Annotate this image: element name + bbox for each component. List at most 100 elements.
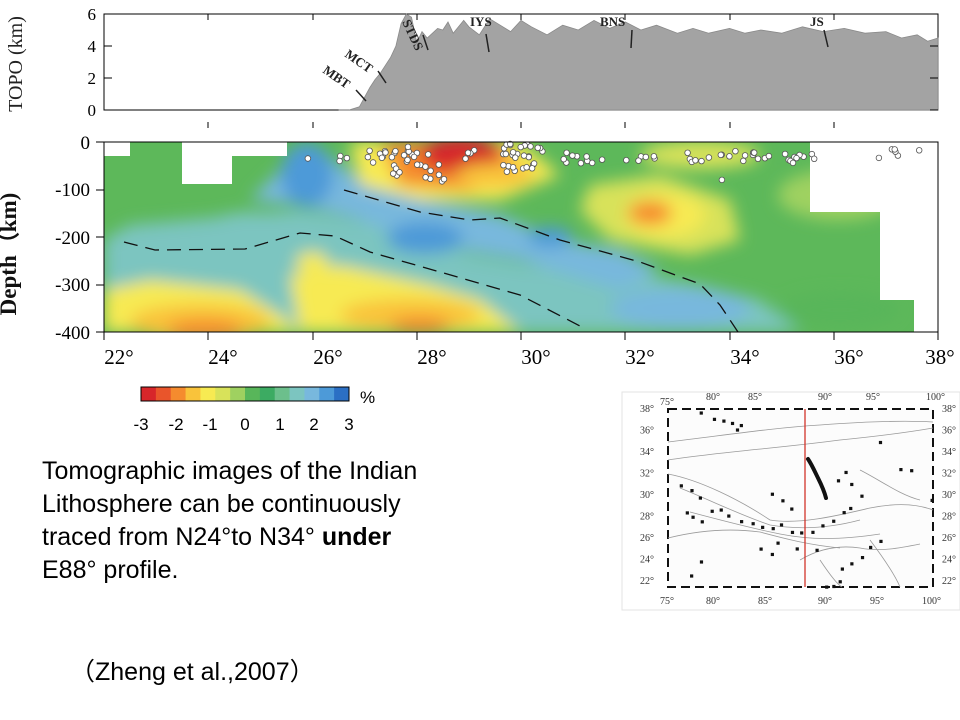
inset-lat-right: 22° xyxy=(942,576,956,587)
earthquake-dot xyxy=(517,143,524,151)
colorbar-cell xyxy=(334,387,350,401)
earthquake-dot xyxy=(732,147,739,155)
inset-lat-left: 34° xyxy=(640,447,654,458)
inset-lon-bottom: 80° xyxy=(706,596,720,607)
inset-lat-labels: 38° 38° 36° 36° 34° 34° 32° 32° 30° 30° 28° 28° 26° 2… xyxy=(640,404,956,587)
station-marker xyxy=(869,545,873,550)
earthquake-dot xyxy=(509,164,517,171)
inset-lon-top: 85° xyxy=(748,392,762,403)
station-marker xyxy=(930,498,934,503)
station-marker xyxy=(679,484,683,488)
lat-tick: 28° xyxy=(417,345,446,369)
colorbar-ticks: -3 -2 -1 0 1 2 3 xyxy=(133,415,353,434)
lat-tick: 22° xyxy=(104,345,133,369)
colorbar-tick: -1 xyxy=(202,415,217,434)
station-marker xyxy=(770,492,775,496)
colorbar-cell xyxy=(215,387,231,401)
earthquake-dot xyxy=(589,159,596,167)
earthquake-dot xyxy=(343,154,351,162)
caption-line: Lithosphere can be continuously xyxy=(42,490,401,518)
earthquake-dot xyxy=(410,153,418,161)
station-marker xyxy=(849,506,853,511)
marker-mct xyxy=(377,70,387,84)
colorbar-unit: % xyxy=(360,388,375,407)
section-ticks xyxy=(96,122,939,340)
colorbar-cell xyxy=(319,387,335,401)
earthquake-hypocenters xyxy=(304,140,923,185)
earthquake-dot xyxy=(793,154,800,162)
label-mbt: MBT xyxy=(320,62,353,91)
marker-mbt xyxy=(355,89,367,102)
earthquake-dot xyxy=(726,153,733,160)
station-marker xyxy=(815,548,819,552)
inset-lat-left: 26° xyxy=(640,533,654,544)
earthquake-dot xyxy=(698,157,705,165)
inset-lat-left: 22° xyxy=(640,576,654,587)
inset-lon-top: 90° xyxy=(818,392,832,403)
inset-lon-bottom: 75° xyxy=(660,596,674,607)
station-marker xyxy=(779,523,784,527)
earthquake-dot xyxy=(740,157,747,165)
station-marker xyxy=(832,584,836,589)
station-marker xyxy=(751,522,755,526)
colorbar-tick: -2 xyxy=(168,415,183,434)
depth-tick: -400 xyxy=(55,323,90,344)
earthquake-dot xyxy=(388,153,396,161)
station-marker xyxy=(840,567,844,571)
earthquake-dot xyxy=(422,163,429,170)
station-marker xyxy=(879,539,883,544)
earthquake-dot xyxy=(650,153,658,160)
lithosphere-boundaries xyxy=(123,189,739,333)
colorbar-cell xyxy=(245,387,261,401)
inset-map: 75° 80° 85° 90° 95° 100° 75° 80° 85° 90°… xyxy=(621,391,960,611)
inset-lon-top: 75° xyxy=(660,397,674,408)
station-marker xyxy=(838,580,842,584)
station-marker xyxy=(712,417,717,421)
caption-text: traced from N24°to N34° xyxy=(42,523,315,551)
earthquake-dot xyxy=(427,167,434,174)
earthquake-dot xyxy=(577,159,585,167)
inset-lat-left: 28° xyxy=(640,512,654,523)
station-marker xyxy=(699,560,704,564)
earthquake-dot xyxy=(502,150,509,158)
station-marker xyxy=(860,555,865,560)
station-marker xyxy=(770,552,774,557)
station-marker xyxy=(771,527,775,531)
station-marker xyxy=(685,511,689,515)
label-iys: IYS xyxy=(470,14,492,29)
topo-x-ticks xyxy=(207,14,835,20)
topo-tick-2: 2 xyxy=(88,69,97,88)
colorbar: % -3 -2 -1 0 1 2 3 xyxy=(133,386,375,434)
topo-panel: 0 2 4 6 TOPO (km) MBT MCT STDS IYS BNS J… xyxy=(5,5,939,120)
inset-lat-right: 30° xyxy=(942,490,956,501)
lat-tick: 34° xyxy=(730,345,759,369)
inset-lat-left: 30° xyxy=(640,490,654,501)
colorbar-cell xyxy=(230,387,246,401)
lower-boundary-line xyxy=(123,232,581,327)
colorbar-cell xyxy=(170,387,186,401)
earthquake-dot xyxy=(891,146,898,153)
station-marker xyxy=(722,419,726,423)
earthquake-dot xyxy=(364,153,372,161)
earthquake-dot xyxy=(440,175,448,183)
earthquake-dot xyxy=(692,157,699,164)
no-data-areas xyxy=(104,142,938,332)
latitude-tick-labels: 22° 24° 26° 28° 30° 32° 34° 36° 38° xyxy=(104,345,954,369)
station-marker xyxy=(710,509,714,513)
marker-stds xyxy=(422,34,429,51)
earthquake-dot xyxy=(503,168,511,175)
station-marker xyxy=(899,467,903,472)
inset-lat-left: 32° xyxy=(640,469,654,480)
earthquake-dot xyxy=(520,152,528,159)
earthquake-dot xyxy=(509,149,517,156)
earthquake-dot xyxy=(378,154,386,161)
seismic-stations xyxy=(679,411,934,589)
colorbar-cell xyxy=(141,387,157,401)
colorbar-tick: 0 xyxy=(240,415,249,434)
caption-line: traced from N24°to N34° under xyxy=(42,521,562,554)
station-marker xyxy=(690,574,694,578)
earthquake-dot xyxy=(560,155,567,163)
topo-tick-6: 6 xyxy=(88,5,97,24)
earthquake-dot xyxy=(500,161,507,169)
station-marker xyxy=(860,494,864,498)
